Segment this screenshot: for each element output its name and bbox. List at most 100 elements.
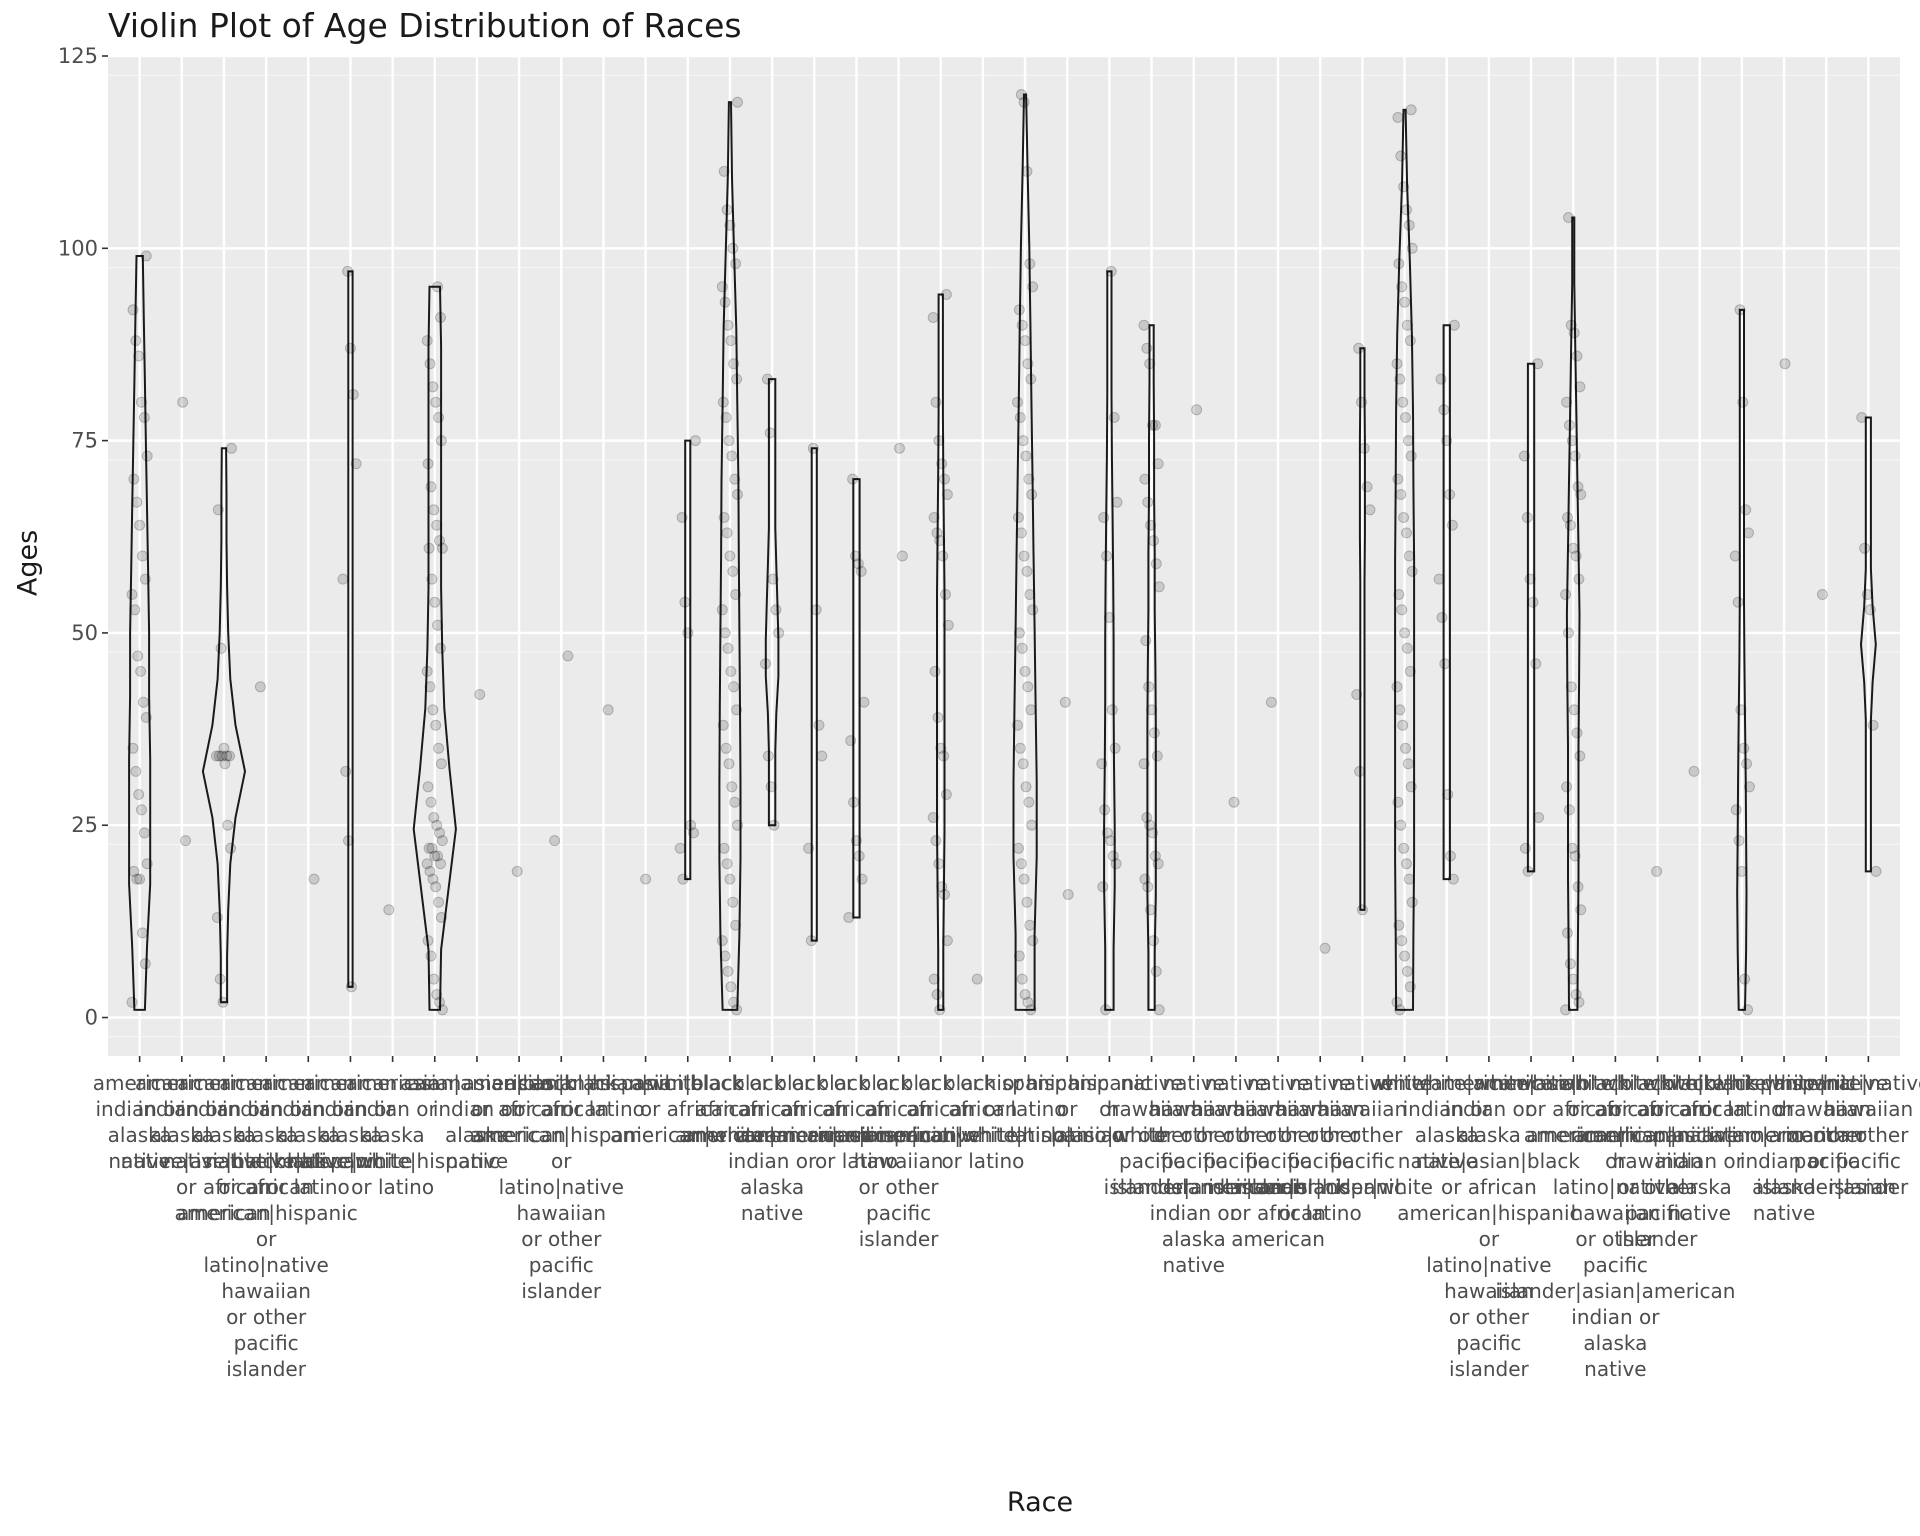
data-point	[427, 381, 439, 393]
data-point	[1569, 850, 1581, 862]
x-tick-label: asian	[408, 1071, 461, 1095]
data-point	[847, 473, 859, 485]
data-point	[725, 981, 737, 993]
data-point	[131, 873, 143, 885]
data-point	[425, 481, 437, 493]
data-point	[1816, 589, 1828, 600]
data-point	[689, 435, 701, 447]
data-point	[731, 373, 743, 385]
data-point	[136, 804, 147, 816]
data-point	[685, 819, 697, 831]
data-point	[767, 573, 779, 585]
data-point	[131, 496, 143, 508]
data-point	[1393, 258, 1405, 270]
data-point	[130, 335, 142, 347]
data-point	[1533, 812, 1545, 823]
data-point	[1358, 442, 1370, 454]
data-point	[1012, 719, 1023, 731]
x-tick-label: white|native hawaiian or other pacific islan…	[1806, 1071, 1920, 1199]
data-point	[1018, 96, 1030, 108]
data-point	[435, 758, 447, 770]
data-point	[511, 865, 523, 877]
x-axis-title: Race	[1006, 1487, 1074, 1518]
data-point	[434, 996, 445, 1008]
x-tick-label: black or african american|american indian o…	[675, 1071, 869, 1225]
data-point	[1102, 827, 1113, 839]
x-tick-label: native hawaiian or other pacific islander|as…	[1166, 1071, 1306, 1199]
data-point	[1403, 550, 1415, 562]
data-point	[1152, 858, 1164, 870]
violin-shape	[1736, 308, 1748, 1011]
x-tick-label: native hawaiian or other pacific islander|bl…	[1208, 1071, 1348, 1251]
data-point	[1014, 412, 1026, 423]
data-point	[1148, 727, 1160, 739]
data-point	[1444, 489, 1456, 500]
data-point	[1012, 842, 1024, 854]
data-point	[1354, 765, 1366, 777]
data-point	[1147, 419, 1158, 431]
data-point	[1571, 727, 1583, 739]
data-point	[1026, 489, 1038, 500]
violin-shape	[1146, 324, 1157, 1011]
data-point	[1740, 504, 1752, 516]
data-point	[721, 858, 733, 870]
data-point	[1013, 950, 1025, 962]
data-point	[215, 642, 227, 654]
data-point	[1568, 704, 1580, 716]
data-point	[1564, 519, 1576, 531]
data-point	[424, 681, 436, 693]
data-point	[421, 665, 433, 677]
data-point	[1398, 512, 1410, 523]
data-point	[426, 573, 438, 585]
violin-shape	[1103, 270, 1116, 1011]
data-point	[1027, 935, 1039, 947]
data-point	[722, 319, 734, 331]
data-point	[1572, 481, 1584, 493]
data-point	[1153, 581, 1165, 593]
data-point	[1519, 842, 1531, 854]
data-point	[858, 696, 870, 708]
data-point	[640, 873, 652, 885]
data-point	[896, 550, 908, 562]
data-point	[942, 619, 954, 631]
data-point	[383, 904, 395, 916]
data-point	[127, 742, 139, 754]
data-point	[1101, 550, 1113, 562]
x-tick-label: asian|black or african american|white	[610, 1071, 765, 1147]
x-tick-label: white|native hawaiian or other pacific islan…	[1756, 1071, 1896, 1199]
violin-shape	[936, 293, 946, 1011]
data-point	[210, 750, 222, 762]
data-point	[1735, 704, 1747, 716]
data-point	[724, 219, 736, 231]
data-point	[435, 435, 447, 447]
data-point	[934, 1004, 946, 1016]
data-point	[136, 396, 147, 408]
x-tick-label: american indian or alaska native	[93, 1071, 187, 1173]
data-point	[424, 865, 436, 877]
data-point	[434, 827, 445, 839]
data-point	[1105, 265, 1117, 277]
data-point	[434, 535, 445, 547]
data-point	[941, 489, 953, 500]
data-point	[679, 596, 691, 608]
violin-shape	[1394, 108, 1416, 1011]
data-point	[938, 750, 950, 762]
data-point	[930, 396, 942, 408]
data-point	[805, 935, 817, 947]
data-point	[138, 827, 150, 839]
data-point	[1097, 881, 1109, 893]
data-point	[1562, 927, 1573, 939]
data-point	[216, 750, 228, 762]
data-point	[430, 396, 442, 408]
data-point	[931, 989, 943, 1000]
data-point	[1867, 719, 1879, 731]
y-tick-label: 50	[71, 621, 98, 645]
data-point	[1396, 935, 1408, 947]
data-point	[941, 935, 953, 947]
data-point	[1027, 281, 1039, 293]
data-point	[1395, 819, 1407, 831]
data-point	[1145, 519, 1157, 531]
data-point	[716, 604, 728, 616]
data-point	[1396, 604, 1408, 616]
data-point	[421, 335, 433, 347]
